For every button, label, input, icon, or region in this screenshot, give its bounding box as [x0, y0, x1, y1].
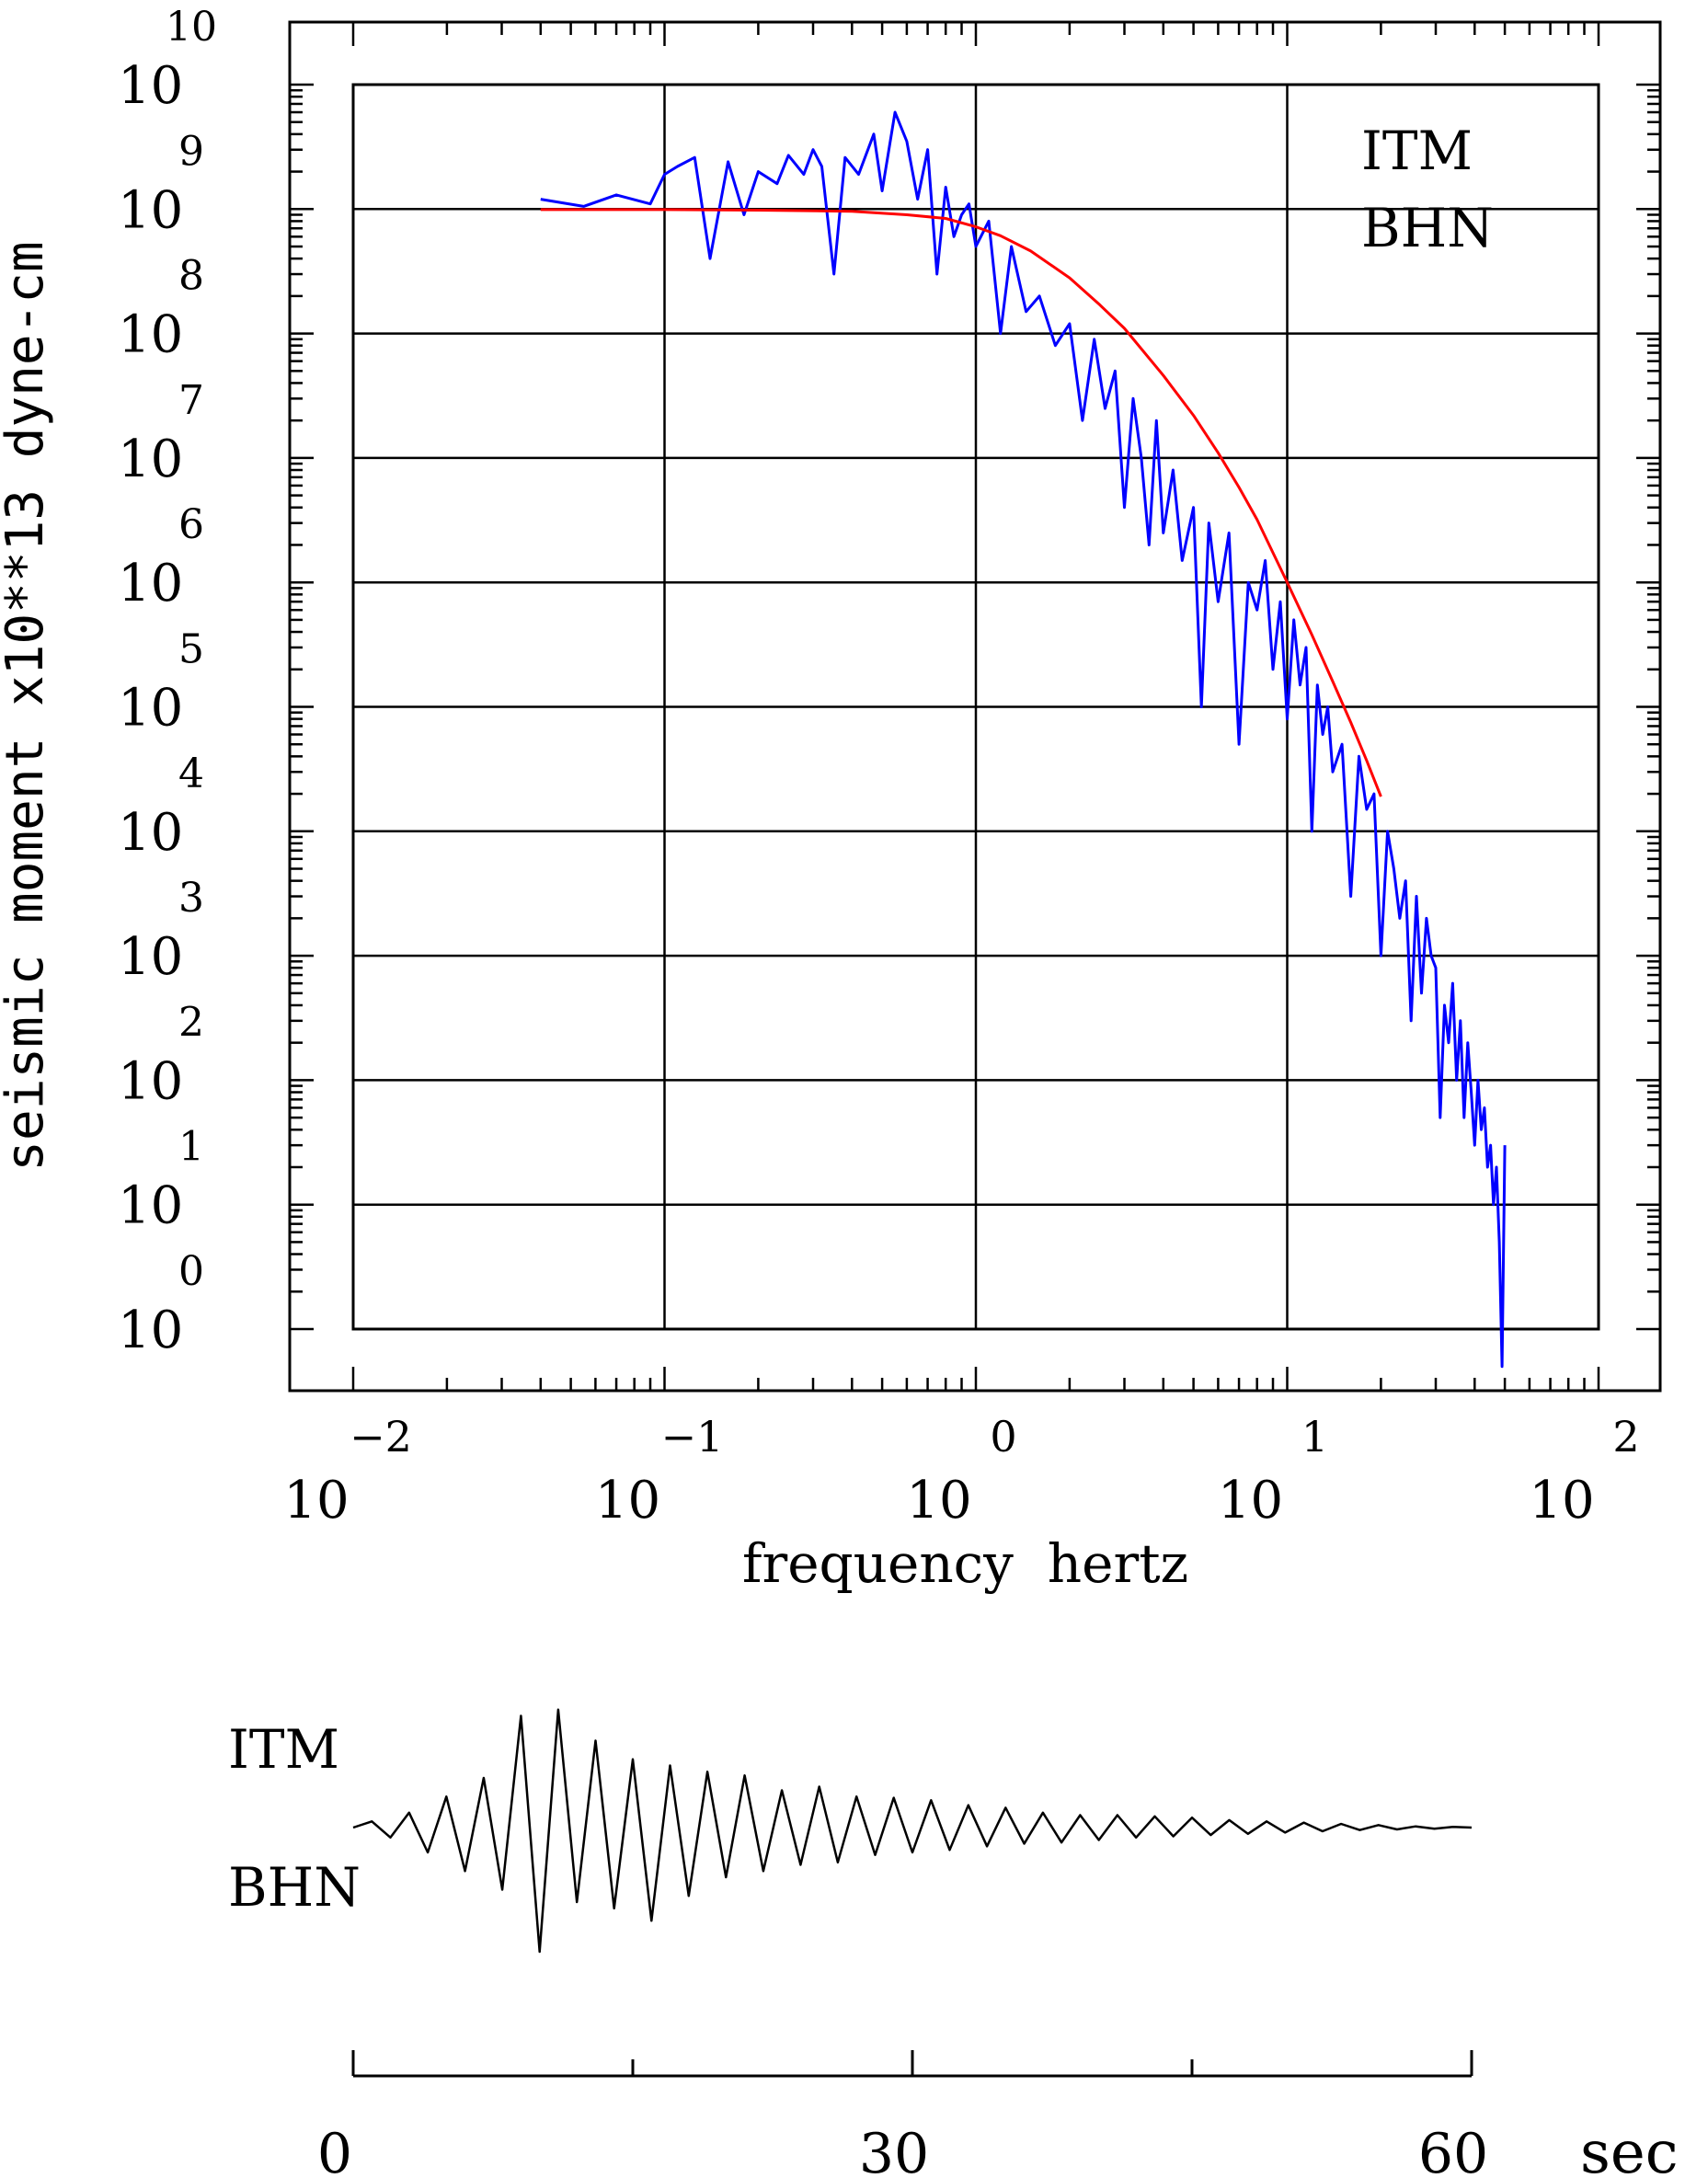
y-axis-label: seismic moment x10**13 dyne-cm	[0, 241, 55, 1171]
x-tick-exponent: −1	[661, 1412, 724, 1462]
seismogram-trace	[352, 1708, 1473, 1954]
y-tick-base: 10	[118, 927, 183, 987]
time-tick-label: 0	[317, 2122, 352, 2178]
seismogram-chart: ITM BHN 0 30 60 sec	[228, 1708, 1679, 2178]
seismogram-station: ITM	[228, 1718, 339, 1781]
series-group	[540, 110, 1507, 1369]
x-tick-exponent: 2	[1612, 1412, 1639, 1462]
y-tick-base: 10	[118, 803, 183, 863]
x-tick-base: 10	[906, 1471, 971, 1530]
y-tick-base: 10	[118, 1176, 183, 1236]
seismogram-trace-group	[352, 1708, 1473, 1954]
y-tick-exponent: 5	[178, 626, 204, 673]
y-tick-base: 10	[118, 1051, 183, 1111]
x-tick-exponent: 0	[990, 1412, 1016, 1462]
y-tick-exponent: 9	[178, 128, 204, 175]
annotation-station: ITM	[1361, 120, 1473, 182]
y-tick-exponent: 10	[166, 4, 217, 51]
y-tick-exponent: 0	[178, 1248, 204, 1295]
time-axis	[351, 2050, 1473, 2078]
spectrum-series-0	[540, 110, 1507, 1369]
time-tick-label: 60	[1418, 2122, 1488, 2178]
y-tick-base: 10	[118, 305, 183, 365]
time-tick-label: 30	[859, 2122, 929, 2178]
y-tick-exponent: 7	[178, 377, 204, 424]
seismogram-component: BHN	[228, 1856, 361, 1919]
x-tick-exponent: 1	[1301, 1412, 1328, 1462]
y-tick-base: 10	[118, 180, 183, 240]
x-tick-base: 10	[595, 1471, 660, 1530]
y-tick-labels: 10 0 10 1 10 2 10 3 10 4 10 5 10 6 10 7 10 8 10 9 10 10	[118, 4, 217, 1360]
minor-ticks	[290, 22, 1660, 1391]
time-unit-label: sec	[1580, 2119, 1679, 2178]
y-tick-base: 10	[118, 430, 183, 489]
x-axis-label: frequency hertz	[742, 1532, 1188, 1595]
y-tick-exponent: 8	[178, 253, 204, 300]
annotation-component: BHN	[1361, 197, 1494, 259]
x-tick-base: 10	[1529, 1471, 1594, 1530]
y-tick-exponent: 3	[178, 875, 204, 922]
time-tick-labels: 0 30 60	[317, 2122, 1488, 2178]
y-tick-base: 10	[118, 679, 183, 739]
y-tick-exponent: 6	[178, 501, 204, 548]
x-tick-base: 10	[1218, 1471, 1283, 1530]
spectrum-series-1	[540, 208, 1382, 797]
plot-area-frame	[351, 83, 1600, 1331]
y-tick-base: 10	[118, 554, 183, 613]
y-tick-base: 10	[118, 56, 183, 116]
y-tick-exponent: 2	[178, 999, 204, 1046]
y-tick-base: 10	[118, 1301, 183, 1360]
y-tick-exponent: 1	[178, 1124, 204, 1171]
x-tick-exponent: −2	[350, 1412, 412, 1462]
grid	[353, 85, 1599, 1329]
x-tick-base: 10	[283, 1471, 349, 1530]
y-tick-exponent: 4	[178, 751, 204, 797]
